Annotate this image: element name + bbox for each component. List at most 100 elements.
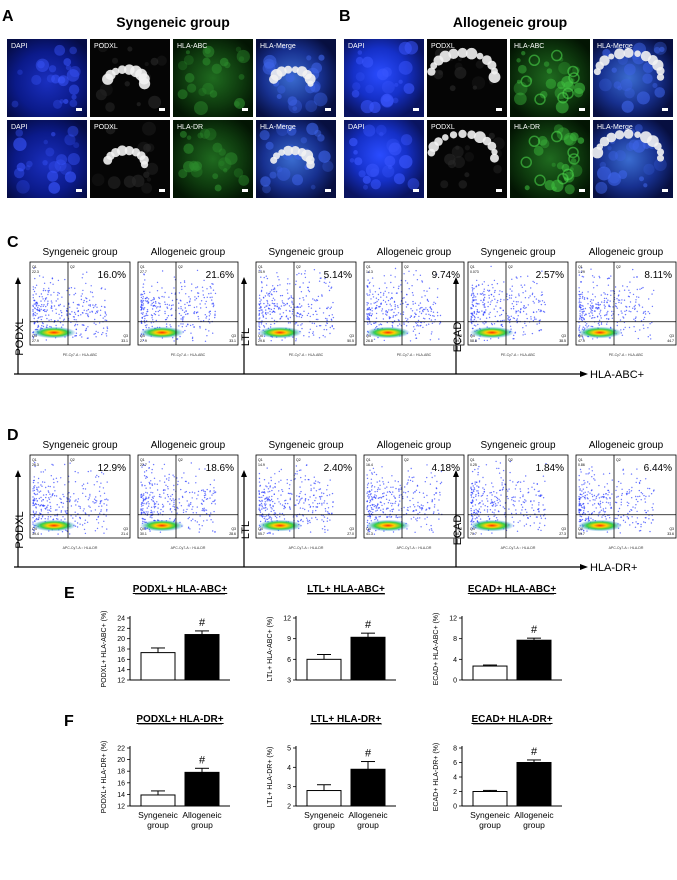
q1-value: 14.9 (258, 463, 265, 467)
micro-channel-label: HLA-Merge (597, 43, 633, 50)
scale-bar (662, 108, 668, 111)
bar-chart-title: LTL+ HLA-DR+ (311, 714, 382, 725)
q3-label: Q3 (669, 334, 674, 338)
panel-letter: F (64, 713, 74, 730)
q1-value: 0.86 (578, 463, 585, 467)
flow-xlabel: HLA-DR+ (590, 562, 637, 574)
flow-plot-title: Syngeneic group (42, 440, 117, 451)
density-core (366, 326, 410, 339)
flow-plot-title: Allogeneic group (377, 440, 452, 451)
density-core (470, 519, 514, 532)
flow-axis-tick-label: APC-Cy7-A :: HLA-DR (397, 546, 432, 550)
y-tick-label: 9 (287, 636, 291, 643)
flow-axis-tick-label: APC-Cy7-A :: HLA-DR (171, 546, 206, 550)
y-tick-label: 16 (117, 657, 125, 664)
scale-bar (76, 189, 82, 192)
scale-bar (662, 189, 668, 192)
y-tick-label: 18 (117, 769, 125, 776)
q2-label: Q2 (296, 265, 301, 269)
q3-label: Q3 (349, 334, 354, 338)
flow-plot-title: Syngeneic group (268, 440, 343, 451)
bar-chart-title: ECAD+ HLA-ABC+ (468, 584, 557, 595)
scale-bar (76, 108, 82, 111)
x-category-label: Syngeneic (470, 810, 510, 820)
q1-value: 1.29 (578, 270, 585, 274)
bar-chart-2: LTL+ HLA-ABC+ 3 6 9 12 LTL+ HLA-ABC+ (%) # (267, 584, 396, 685)
density-core (366, 519, 410, 532)
flow-ylabel: ECAD (452, 515, 464, 546)
q3-label: Q3 (123, 527, 128, 531)
q2-label: Q2 (508, 458, 513, 462)
q3-value: 50.5 (347, 339, 354, 343)
q4-value: 41.3 (366, 532, 373, 536)
q1-label: Q1 (366, 458, 371, 462)
x-category-label: group (479, 820, 501, 830)
micro-channel-label: DAPI (348, 43, 364, 50)
q4-label: Q4 (578, 527, 583, 531)
q2-label: Q2 (178, 265, 183, 269)
q4-value: 27.9 (32, 339, 39, 343)
q1-label: Q1 (258, 265, 263, 269)
micro-channel-label: PODXL (94, 124, 118, 131)
q3-label: Q3 (669, 527, 674, 531)
x-category-label: Syngeneic (138, 810, 178, 820)
y-axis-label: LTL+ HLA-DR+ (%) (267, 747, 274, 808)
q2-percentage: 9.74% (432, 270, 460, 281)
q4-value: 55.7 (258, 532, 265, 536)
q3-label: Q3 (231, 334, 236, 338)
q1-value: 16.4 (366, 463, 373, 467)
q3-label: Q3 (457, 527, 462, 531)
y-tick-label: 2 (287, 804, 291, 811)
flow-axis-tick-label: PE-Cy7-A :: HLA-ABC (289, 353, 324, 357)
flow-ylabel: ECAD (452, 322, 464, 353)
density-core (32, 519, 76, 532)
flow-plot-title: Syngeneic group (480, 247, 555, 258)
micro-channel-label: DAPI (11, 43, 27, 50)
q3-value: 27.3 (559, 532, 566, 536)
scale-bar (496, 189, 502, 192)
q4-value: 70.7 (470, 532, 477, 536)
q1-label: Q1 (470, 458, 475, 462)
y-tick-label: 4 (287, 765, 291, 772)
q2-label: Q2 (70, 265, 75, 269)
panel-letter: C (7, 234, 19, 251)
q1-label: Q1 (470, 265, 475, 269)
density-core (470, 326, 514, 339)
scale-bar (242, 108, 248, 111)
bar-allogeneic (350, 636, 386, 681)
bar-allogeneic (516, 639, 552, 681)
y-axis-label: LTL+ HLA-ABC+ (%) (267, 617, 274, 682)
x-category-label: group (357, 820, 379, 830)
q2-percentage: 2.40% (324, 463, 352, 474)
q3-label: Q3 (561, 334, 566, 338)
scale-bar (242, 189, 248, 192)
micro-channel-label: HLA-Merge (597, 124, 633, 131)
bar-chart-5: LTL+ HLA-DR+ 2 3 4 5 LTL+ HLA-DR+ (%) # Syngene… (267, 714, 396, 830)
flow-axis-tick-label: APC-Cy7-A :: HLA-DR (501, 546, 536, 550)
y-axis-label: PODXL+ HLA-DR+ (%) (101, 741, 108, 814)
bar-allogeneic (184, 771, 220, 807)
q4-label: Q4 (470, 334, 475, 338)
bar-chart-4: PODXL+ HLA-DR+ 12 14 16 18 20 22 PODXL+ HLA-DR+… (101, 714, 230, 830)
q2-percentage: 18.6% (206, 463, 234, 474)
q1-label: Q1 (258, 458, 263, 462)
flow-y-arrowhead (15, 277, 21, 284)
q4-value: 58.8 (470, 339, 477, 343)
q2-percentage: 1.84% (536, 463, 564, 474)
scale-bar (325, 189, 331, 192)
panel-letter: E (64, 585, 75, 602)
q3-label: Q3 (231, 527, 236, 531)
flow-y-arrowhead (453, 277, 459, 284)
flow-plot-title: Allogeneic group (377, 247, 452, 258)
q3-value: 38.2 (455, 532, 462, 536)
flow-axis-tick-label: PE-Cy7-A :: HLA-ABC (63, 353, 98, 357)
scale-bar (413, 108, 419, 111)
q1-label: Q1 (578, 458, 583, 462)
y-tick-label: 22 (117, 626, 125, 633)
q3-label: Q3 (457, 334, 462, 338)
significance-marker: # (531, 624, 538, 636)
